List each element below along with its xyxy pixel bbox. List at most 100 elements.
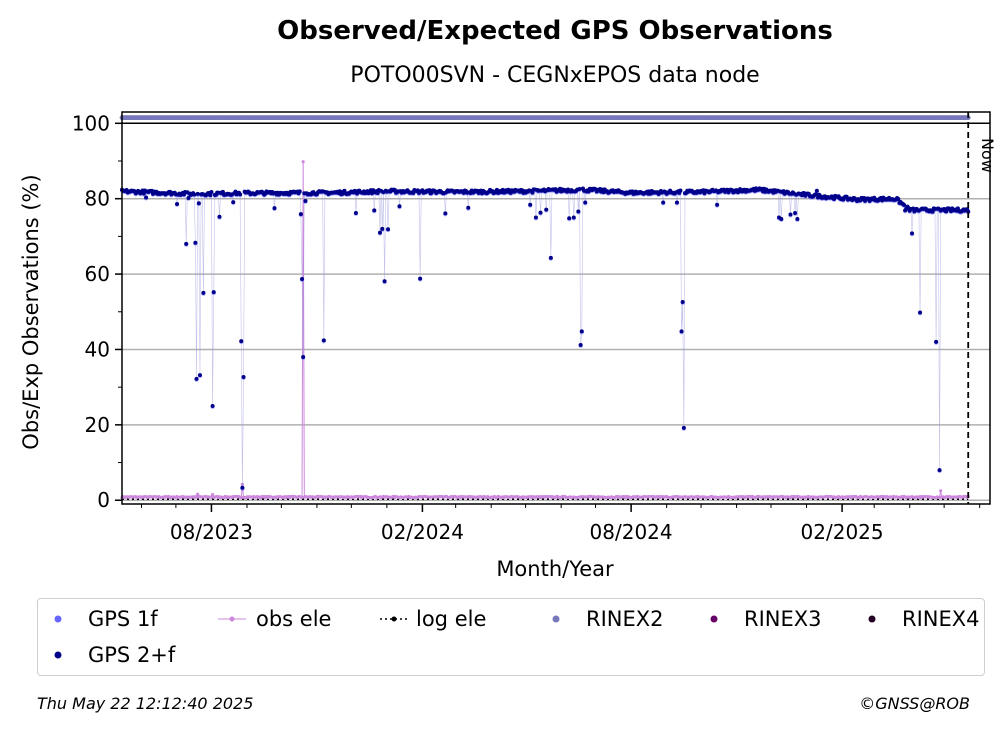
gps2f-point	[896, 196, 901, 201]
y-tick-label: 20	[85, 413, 110, 437]
gps2f-point	[184, 241, 189, 246]
gps2f-point	[715, 202, 720, 207]
gps2f-point	[197, 373, 202, 378]
gps2f-point	[578, 342, 583, 347]
gps2f-point	[930, 209, 935, 214]
gps2f-point	[681, 425, 686, 430]
y-tick-label: 100	[72, 111, 110, 135]
gps2f-point	[678, 188, 683, 193]
gps2f-point	[211, 290, 216, 295]
y-tick-label: 0	[97, 488, 110, 512]
gps2f-point	[192, 192, 197, 197]
gps2f-point	[418, 276, 423, 281]
gps2f-point	[231, 200, 236, 205]
legend: GPS 1f obs ele log ele RINEX2 RINEX3 RINEX4 GP…	[37, 598, 985, 676]
legend-marker-icon	[378, 609, 414, 629]
legend-label: GPS 2+f	[88, 643, 176, 667]
legend-marker-icon	[50, 645, 86, 665]
legend-label: log ele	[416, 607, 487, 631]
gps2f-point	[679, 329, 684, 334]
gps2f-point	[186, 195, 191, 200]
obs-ele-point	[210, 492, 215, 497]
y-tick-label: 60	[85, 262, 110, 286]
gps2f-point	[538, 210, 543, 215]
gps2f-point	[297, 189, 302, 194]
gps2f-point	[208, 193, 213, 198]
gps2f-point	[300, 276, 305, 281]
x-tick-label: 02/2025	[801, 520, 884, 544]
gps2f-point	[813, 192, 818, 197]
gps2f-point	[210, 404, 215, 408]
gps2f-point	[380, 226, 385, 231]
gps2f-point	[352, 188, 357, 193]
gps2f-point	[567, 216, 572, 221]
gps2f-point	[528, 202, 533, 207]
gps2f-point	[209, 190, 214, 195]
gps2f-point	[217, 214, 222, 219]
gps2f-point	[544, 207, 549, 212]
gps2f-point	[272, 206, 277, 211]
gps2f-point	[427, 188, 432, 193]
legend-label: RINEX3	[744, 607, 822, 631]
legend-marker-icon	[548, 609, 584, 629]
legend-item: GPS 2+f	[50, 643, 175, 667]
footer-timestamp: Thu May 22 12:12:40 2025	[37, 694, 254, 713]
legend-item: log ele	[378, 607, 486, 631]
obs-ele-point	[937, 495, 942, 499]
gps2f-point	[583, 200, 588, 205]
chart-subtitle: POTO00SVN - CEGNxEPOS data node	[350, 63, 760, 88]
gps2f-point	[141, 191, 146, 196]
gps2f-point	[144, 195, 149, 200]
gps2f-point	[579, 329, 584, 334]
legend-label: RINEX4	[902, 607, 980, 631]
footer-copyright: ©GNSS@ROB	[859, 694, 970, 713]
gps2f-point	[239, 339, 244, 344]
x-tick-label: 08/2024	[590, 520, 673, 544]
axis-layer: 0 20 40 60 80 100 08/2023 02/2024 08/2024 02/2025	[72, 111, 991, 544]
gps2f-point	[937, 468, 942, 473]
now-label: Now	[978, 138, 997, 173]
y-axis-label: Obs/Exp Observations (%)	[19, 174, 43, 449]
obs-ele-point	[939, 489, 943, 493]
gps2f-point	[240, 485, 245, 490]
gps2f-point	[466, 205, 471, 210]
gps2f-point	[795, 217, 800, 222]
obs-ele-point	[300, 495, 304, 499]
legend-marker-icon	[864, 609, 900, 629]
gps2f-point	[814, 188, 819, 193]
legend-marker-icon	[218, 609, 254, 629]
gps2f-point	[201, 290, 206, 295]
gps2f-point	[788, 212, 793, 217]
legend-item: GPS 1f	[50, 607, 158, 631]
legend-item: RINEX4	[864, 607, 980, 631]
y-tick-label: 80	[85, 187, 110, 211]
gps2f-point	[793, 211, 798, 216]
gps2f-point	[386, 227, 391, 232]
gps2f-point	[443, 211, 448, 216]
legend-label: RINEX2	[586, 607, 664, 631]
gps2f-point	[674, 200, 679, 205]
legend-label: GPS 1f	[88, 607, 158, 631]
gps2f-line	[121, 187, 969, 488]
data-layer	[119, 115, 971, 501]
gps2f-point	[680, 299, 685, 304]
gps2f-point	[918, 310, 923, 315]
gps2f-point	[382, 279, 387, 284]
gps2f-point	[779, 217, 784, 222]
obs-ele-point	[301, 160, 305, 164]
x-tick-label: 02/2024	[381, 520, 464, 544]
obs-ele-point	[196, 492, 200, 496]
gps2f-point	[194, 376, 199, 381]
gps2f-point	[238, 192, 243, 197]
legend-marker-icon	[706, 609, 742, 629]
gps2f-point	[301, 355, 306, 359]
gps2f-point	[193, 240, 198, 245]
gps2f-point	[241, 374, 246, 379]
gps2f-point	[196, 201, 201, 206]
legend-item: obs ele	[218, 607, 331, 631]
gps2f-point	[533, 215, 538, 220]
gps2f-point	[353, 211, 358, 216]
legend-item: RINEX2	[548, 607, 664, 631]
gps2f-point	[298, 212, 303, 217]
gps2f-point	[548, 255, 553, 260]
